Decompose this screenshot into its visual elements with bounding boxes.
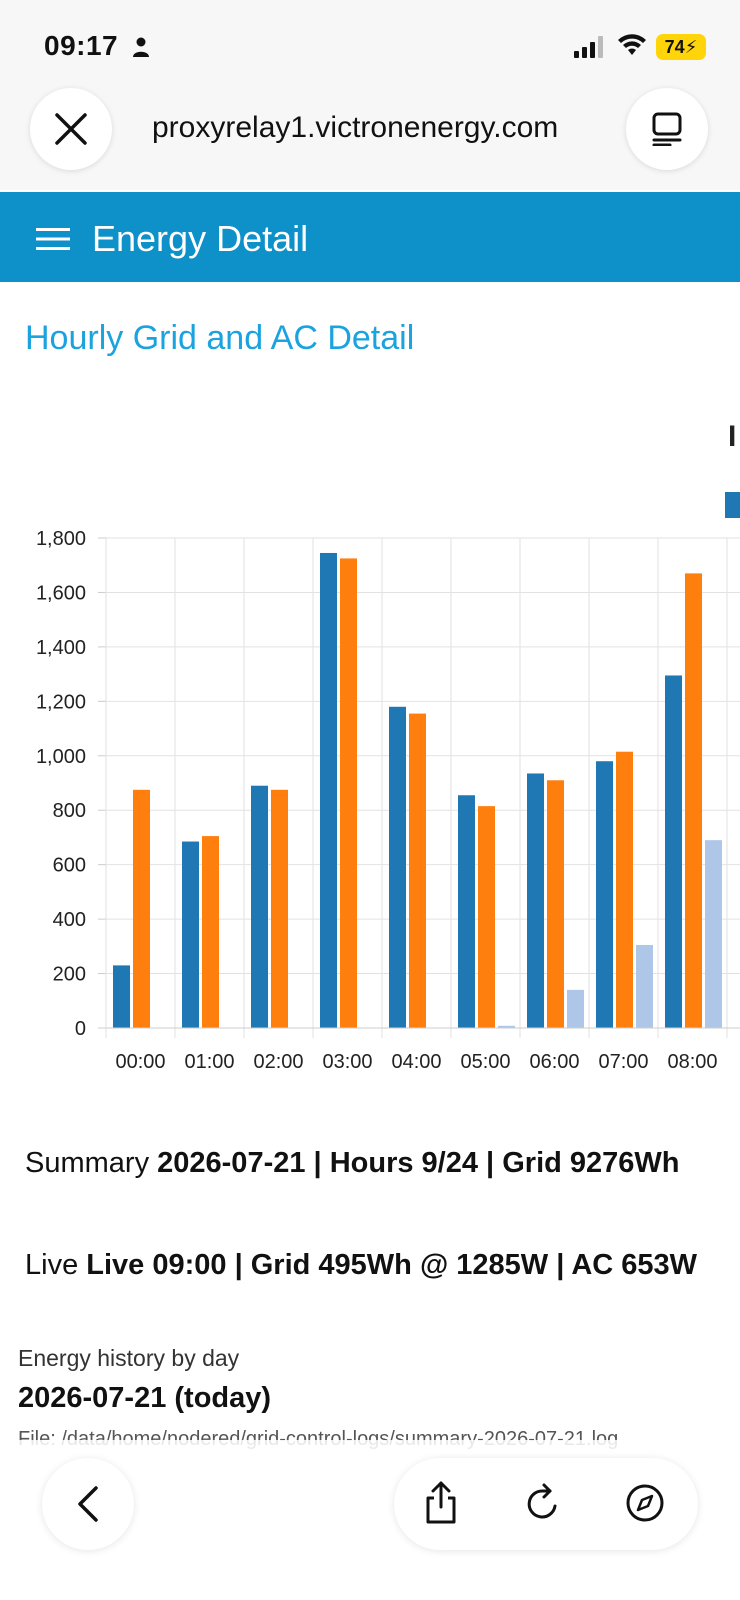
chart-title: I	[728, 420, 737, 453]
x-tick-label: 05:00	[460, 1051, 510, 1073]
y-tick-label: 200	[53, 964, 86, 986]
summary-value: 2026-07-21 | Hours 9/24 | Grid 9276Wh	[157, 1147, 680, 1179]
section-title: Hourly Grid and AC Detail	[25, 319, 415, 357]
live-label: Live	[25, 1249, 79, 1281]
y-tick-label: 1,000	[36, 746, 86, 768]
x-tick-label: 04:00	[391, 1051, 441, 1073]
chart-bar	[567, 989, 584, 1028]
reader-button[interactable]	[626, 88, 708, 170]
battery-level: 74	[664, 37, 685, 57]
status-time: 09:17	[44, 30, 119, 61]
y-tick-label: 1,400	[36, 637, 86, 659]
history-date: 2026-07-21 (today)	[18, 1382, 272, 1414]
compass-button[interactable]	[622, 1480, 668, 1526]
bar-chart: 0 200 400 600 800 1,000 1,200 1,400 1,600 1,800 00…	[36, 528, 740, 1073]
live-value: Live 09:00 | Grid 495Wh @ 1285W | AC 653…	[86, 1249, 698, 1281]
y-tick-label: 0	[75, 1018, 86, 1040]
close-button[interactable]	[30, 88, 112, 170]
x-tick-label: 08:00	[667, 1051, 717, 1073]
x-tick-label: 00:00	[115, 1051, 165, 1073]
y-tick-label: 600	[53, 855, 86, 877]
chart-bar	[616, 751, 633, 1028]
chart-bar	[478, 806, 495, 1028]
chart-bar	[409, 713, 426, 1028]
legend-swatch[interactable]	[725, 492, 740, 518]
back-icon	[78, 1486, 98, 1522]
live-line: Live Live 09:00 | Grid 495Wh @ 1285W | A…	[25, 1246, 697, 1284]
chart-bar	[202, 836, 219, 1028]
history-label: Energy history by day	[18, 1345, 240, 1371]
chart-bar	[665, 675, 682, 1028]
browser-top-bar	[0, 90, 740, 190]
y-tick-label: 400	[53, 909, 86, 931]
x-tick-label: 06:00	[529, 1051, 579, 1073]
menu-icon[interactable]	[36, 228, 70, 250]
chart-bar	[547, 780, 564, 1028]
page-title: Energy Detail	[92, 218, 309, 259]
x-tick-label: 01:00	[184, 1051, 234, 1073]
chart-bar	[182, 841, 199, 1028]
summary-line: Summary 2026-07-21 | Hours 9/24 | Grid 9…	[25, 1144, 680, 1182]
url-bar[interactable]: proxyrelay1.victronenergy.com	[152, 111, 559, 144]
wifi-icon	[618, 34, 646, 55]
app-header	[0, 192, 740, 282]
chart-bar	[685, 573, 702, 1028]
chart-bar	[636, 944, 653, 1028]
chart-bar	[251, 785, 268, 1028]
charging-icon: ⚡	[684, 37, 698, 57]
battery-indicator: 74⚡	[656, 34, 706, 60]
compass-icon	[626, 1484, 664, 1522]
chart-bar	[113, 965, 130, 1028]
chart-bar	[596, 761, 613, 1028]
x-tick-label: 03:00	[322, 1051, 372, 1073]
reload-icon	[527, 1483, 557, 1519]
chart-bar	[527, 773, 544, 1028]
reload-button[interactable]	[520, 1480, 566, 1526]
share-button[interactable]	[418, 1480, 464, 1526]
chart-bar	[458, 795, 475, 1028]
x-tick-label: 07:00	[598, 1051, 648, 1073]
chart-bar	[271, 789, 288, 1028]
chart-bar	[705, 840, 722, 1028]
status-bar	[0, 0, 740, 90]
y-tick-label: 1,200	[36, 691, 86, 713]
chart-bar	[133, 789, 150, 1028]
summary-label: Summary	[25, 1147, 150, 1179]
y-tick-label: 1,800	[36, 528, 86, 550]
chart-bar	[389, 706, 406, 1028]
share-icon	[426, 1481, 456, 1524]
back-button[interactable]	[42, 1458, 134, 1550]
person-icon	[133, 37, 149, 57]
x-tick-label: 02:00	[253, 1051, 303, 1073]
signal-icon	[574, 36, 603, 58]
action-pill	[394, 1458, 698, 1550]
chart-bar	[340, 558, 357, 1028]
close-icon	[55, 113, 87, 145]
chart-bar	[498, 1025, 515, 1028]
chart-bar	[320, 552, 337, 1028]
y-tick-label: 1,600	[36, 582, 86, 604]
reader-icon	[652, 112, 682, 146]
y-tick-label: 800	[53, 800, 86, 822]
